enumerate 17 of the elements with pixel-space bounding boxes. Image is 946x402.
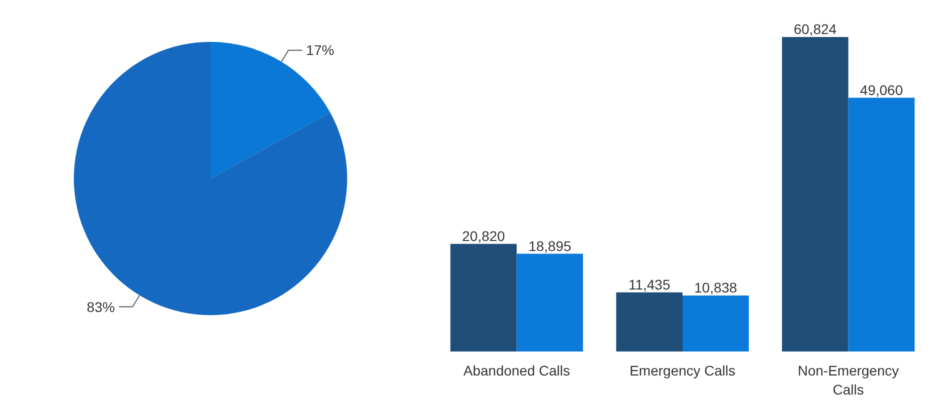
x-tick-label: Abandoned Calls [463, 362, 570, 378]
bar [450, 244, 517, 352]
bar [516, 254, 584, 352]
data-label: 20,820 [462, 228, 506, 244]
data-label: 83% [86, 298, 115, 315]
data-label: 11,435 [628, 276, 670, 292]
bar [848, 98, 915, 352]
data-label: 18,895 [528, 238, 572, 254]
bar [682, 295, 749, 352]
data-label: 49,060 [860, 82, 904, 98]
data-label: 17% [306, 42, 334, 58]
x-tick-label: Emergency Calls [630, 362, 736, 378]
data-label: 10,838 [694, 279, 738, 296]
data-label: 60,824 [794, 20, 837, 37]
x-tick-label: Non-Emergency Calls [798, 362, 899, 398]
bar [616, 292, 682, 352]
bar [782, 36, 848, 352]
